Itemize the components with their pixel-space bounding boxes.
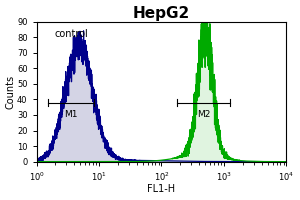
Text: M2: M2 xyxy=(197,110,210,119)
Title: HepG2: HepG2 xyxy=(133,6,190,21)
Text: control: control xyxy=(54,29,88,39)
X-axis label: FL1-H: FL1-H xyxy=(147,184,176,194)
Y-axis label: Counts: Counts xyxy=(6,75,16,109)
Text: M1: M1 xyxy=(64,110,78,119)
